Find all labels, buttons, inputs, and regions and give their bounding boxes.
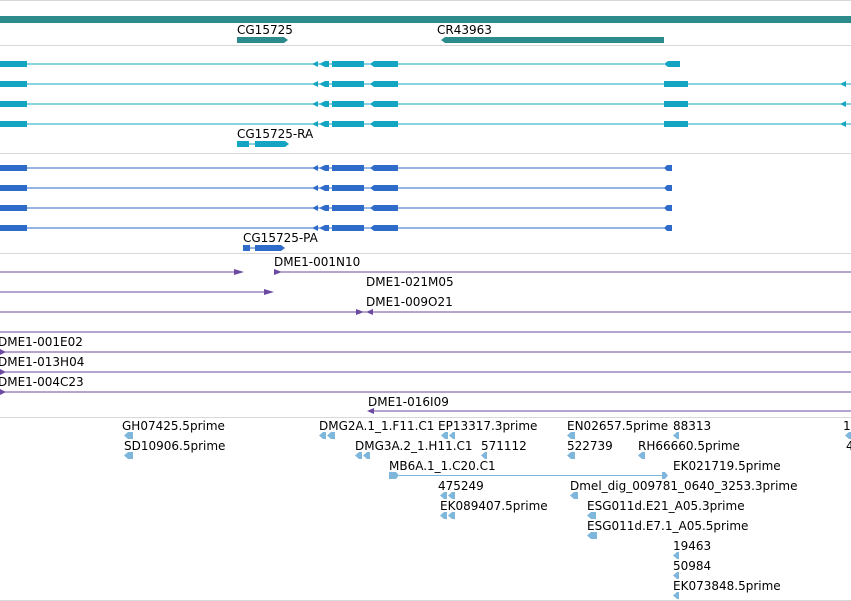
est-label: 475249 xyxy=(438,479,484,493)
est-label: RH66660.5prime xyxy=(638,439,740,453)
clone-alignment[interactable] xyxy=(0,389,851,395)
protein-isoform[interactable] xyxy=(0,185,672,191)
est-alignment[interactable] xyxy=(355,452,370,459)
est-alignment[interactable] xyxy=(441,432,455,439)
clone-alignment[interactable] xyxy=(0,349,851,355)
gene-track: CG15725 CR43963 xyxy=(0,16,851,43)
est-label: 88313 xyxy=(673,419,711,433)
transcript-isoform[interactable] xyxy=(0,61,680,67)
est-label: EN02657.5prime xyxy=(567,419,668,433)
transcript-track: CG15725-RA xyxy=(0,61,851,147)
clone-label: DME1-001E02 xyxy=(0,335,83,349)
clone-alignment[interactable] xyxy=(0,289,274,295)
clone-label: DME1-001N10 xyxy=(274,255,360,269)
clone-label: DME1-004C23 xyxy=(0,375,84,389)
est-label: MB6A.1_1.C20.C1 xyxy=(389,459,496,473)
est-alignment[interactable] xyxy=(124,432,133,439)
transcript-cg15725-ra[interactable] xyxy=(237,141,289,147)
clone-label: DME1-013H04 xyxy=(0,355,84,369)
gene-span-bar[interactable] xyxy=(0,16,851,23)
est-alignment[interactable] xyxy=(440,512,455,519)
est-label: ESG011d.E21_A05.3prime xyxy=(587,499,745,513)
protein-cg15725-pa[interactable] xyxy=(243,245,285,251)
clone-track: DME1-001N10 DME1-021M05 DME1-009O21 DME1… xyxy=(0,255,851,414)
protein-isoform[interactable] xyxy=(0,165,672,171)
gene-label-cg15725: CG15725 xyxy=(237,23,293,37)
est-label: ESG011d.E7.1_A05.5prime xyxy=(587,519,748,533)
est-label: DMG3A.2_1.H11.C1 xyxy=(355,439,473,453)
est-track: GH07425.5prime SD10906.5prime DMG2A.1_1.… xyxy=(122,419,851,599)
est-alignment[interactable] xyxy=(845,432,851,439)
est-alignment[interactable] xyxy=(567,452,575,459)
est-alignment[interactable] xyxy=(570,492,578,499)
clone-alignment[interactable] xyxy=(0,269,851,275)
clone-label: DME1-016I09 xyxy=(368,395,449,409)
est-alignment[interactable] xyxy=(638,452,645,459)
est-label: EK089407.5prime xyxy=(440,499,548,513)
protein-isoform[interactable] xyxy=(0,205,672,211)
est-alignment[interactable] xyxy=(389,472,399,479)
est-alignment[interactable] xyxy=(673,432,679,439)
est-alignment[interactable] xyxy=(673,552,679,559)
est-alignment[interactable] xyxy=(587,512,596,519)
clone-alignment[interactable] xyxy=(367,408,851,414)
est-alignment[interactable] xyxy=(673,592,679,599)
est-label: 1 xyxy=(843,419,851,433)
clone-alignment[interactable] xyxy=(0,369,851,375)
est-label: Dmel_dig_009781_0640_3253.3prime xyxy=(570,479,798,493)
est-alignment[interactable] xyxy=(567,432,575,439)
protein-isoform[interactable] xyxy=(0,225,672,231)
est-label: 4 xyxy=(846,439,851,453)
clone-alignment[interactable] xyxy=(0,309,851,315)
transcript-label-cg15725-ra: CG15725-RA xyxy=(237,127,314,141)
est-alignment[interactable] xyxy=(673,572,679,579)
transcript-isoform[interactable] xyxy=(0,81,851,87)
est-label: EK073848.5prime xyxy=(673,579,781,593)
est-label: GH07425.5prime xyxy=(122,419,225,433)
clone-label: DME1-009O21 xyxy=(366,295,453,309)
est-alignment[interactable] xyxy=(124,452,133,459)
est-label: DMG2A.1_1.F11.C1 xyxy=(319,419,434,433)
gene-feature-cg15725[interactable] xyxy=(237,37,288,43)
est-alignment[interactable] xyxy=(440,492,455,499)
est-label: SD10906.5prime xyxy=(124,439,225,453)
gene-label-cr43963: CR43963 xyxy=(437,23,492,37)
est-alignment[interactable] xyxy=(662,472,668,479)
est-label: 50984 xyxy=(673,559,711,573)
est-label: 522739 xyxy=(567,439,613,453)
protein-label-cg15725-pa: CG15725-PA xyxy=(243,231,319,245)
transcript-isoform[interactable] xyxy=(0,101,851,107)
est-label: EP13317.3prime xyxy=(438,419,537,433)
transcript-isoform[interactable] xyxy=(0,121,851,127)
est-alignment[interactable] xyxy=(481,452,487,459)
gene-feature-cr43963[interactable] xyxy=(441,37,664,43)
est-alignment[interactable] xyxy=(319,432,335,439)
est-label: 19463 xyxy=(673,539,711,553)
est-alignment[interactable] xyxy=(587,532,597,539)
est-label: EK021719.5prime xyxy=(673,459,781,473)
clone-label: DME1-021M05 xyxy=(366,275,454,289)
protein-track: CG15725-PA xyxy=(0,165,672,251)
est-label: 571112 xyxy=(481,439,527,453)
